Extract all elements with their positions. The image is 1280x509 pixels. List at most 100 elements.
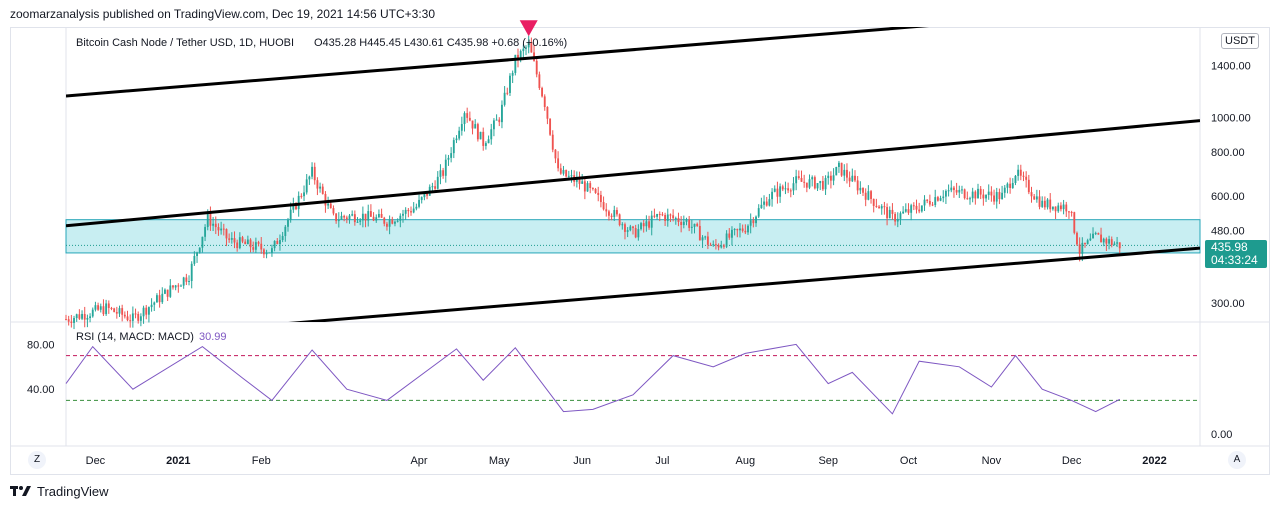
candle-body: [228, 238, 231, 240]
candle-body: [172, 285, 174, 288]
candle-body: [977, 188, 979, 199]
candle-body: [1081, 242, 1084, 254]
candle-body: [888, 209, 891, 219]
candle-body: [102, 306, 105, 315]
candle-body: [177, 285, 180, 287]
currency-badge[interactable]: USDT: [1221, 33, 1259, 49]
candle-body: [998, 192, 1001, 200]
time-axis-label: 2022: [1142, 455, 1166, 467]
candle-body: [361, 213, 364, 221]
candle-body: [212, 223, 215, 226]
candle-body: [273, 240, 276, 249]
resistance-zone: [65, 219, 1201, 254]
candle-body: [838, 162, 840, 167]
candle-body: [546, 106, 549, 119]
price-axis-label: 600.00: [1211, 191, 1245, 203]
candle-body: [674, 218, 677, 220]
candle-body: [511, 72, 514, 76]
time-axis-label: Jul: [655, 455, 669, 467]
candle-body: [118, 308, 121, 314]
candle-body: [369, 211, 372, 217]
candle-body: [1105, 238, 1108, 244]
candle-body: [776, 188, 779, 197]
candle-body: [717, 245, 720, 248]
candle-body: [463, 113, 466, 125]
candle-body: [471, 120, 474, 129]
candle-body: [963, 189, 966, 199]
axis-labels-layer: 1400.00 1000.00 800.00 600.00 480.00 300.00 De…: [27, 61, 1251, 467]
candle-body: [779, 186, 782, 197]
candle-body: [880, 206, 883, 209]
candle-body: [150, 304, 153, 308]
candle-body: [650, 215, 653, 228]
brand-name[interactable]: TradingView: [37, 484, 109, 499]
candle-body: [709, 244, 712, 246]
candle-body: [1100, 234, 1102, 243]
candle-body: [527, 42, 530, 48]
candle-body: [848, 177, 851, 182]
candle-body: [155, 295, 158, 303]
candle-body: [474, 124, 477, 129]
candle-body: [340, 215, 343, 220]
candle-body: [129, 320, 132, 322]
candle-body: [372, 216, 375, 221]
candle-body: [886, 207, 889, 219]
candle-body: [316, 180, 319, 189]
candle-body: [407, 209, 410, 212]
candle-body: [492, 120, 495, 130]
zoom-reset-button[interactable]: Z: [28, 451, 46, 469]
candle-body: [268, 252, 271, 254]
time-axis-label: Dec: [86, 455, 106, 467]
candle-body: [688, 219, 691, 228]
candle-body: [760, 204, 763, 209]
candle-body: [423, 193, 426, 198]
candle-body: [134, 313, 137, 315]
candle-body: [479, 131, 482, 140]
candle-body: [217, 227, 220, 231]
candle-body: [626, 230, 629, 232]
candle-body: [386, 223, 388, 227]
candle-body: [161, 293, 164, 303]
candle-body: [808, 179, 811, 188]
time-axis-label: Jun: [573, 455, 591, 467]
channel-line-upper: [66, 27, 930, 98]
candle-body: [805, 182, 808, 188]
candle-body: [792, 183, 795, 191]
candle-body: [1113, 243, 1116, 245]
candle-body: [450, 153, 453, 158]
candle-body: [137, 313, 140, 321]
candle-body: [1051, 206, 1054, 210]
candle-body: [257, 242, 260, 244]
candle-body: [476, 124, 479, 140]
candle-body: [442, 170, 445, 176]
candle-body: [431, 186, 434, 188]
candle-body: [990, 191, 993, 196]
candle-body: [169, 285, 172, 297]
candle-body: [1062, 204, 1065, 210]
peak-marker-icon: [519, 20, 538, 37]
candle-body: [1076, 232, 1078, 245]
candle-body: [185, 277, 188, 282]
candle-body: [722, 245, 725, 247]
candle-body: [570, 175, 573, 177]
candle-body: [439, 170, 442, 177]
candle-body: [287, 219, 289, 227]
candle-body: [942, 196, 945, 199]
ohlc-legend: O435.28 H445.45 L430.61 C435.98 +0.68 (+…: [314, 37, 567, 49]
candle-body: [953, 187, 955, 191]
candle-body: [1092, 233, 1094, 239]
candle-body: [634, 228, 637, 238]
candle-body: [94, 305, 97, 310]
candle-body: [380, 213, 383, 218]
candle-body: [1116, 242, 1119, 244]
candle-body: [610, 215, 613, 217]
candle-body: [1059, 205, 1062, 210]
candle-body: [987, 191, 990, 195]
auto-scale-button[interactable]: A: [1228, 451, 1246, 469]
candle-body: [244, 241, 247, 245]
price-axis-label: 1000.00: [1211, 113, 1251, 125]
candle-body: [846, 169, 848, 178]
chart-frame[interactable]: [10, 27, 1270, 475]
candle-body: [311, 166, 313, 177]
